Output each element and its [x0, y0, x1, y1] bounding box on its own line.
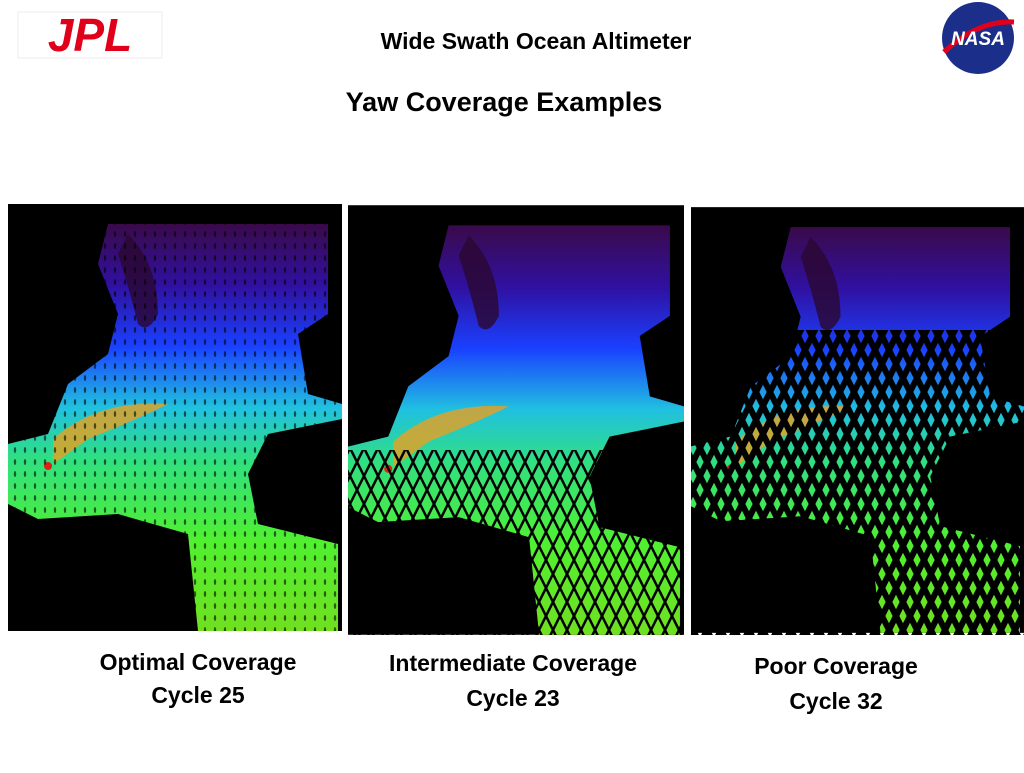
map-panel — [691, 207, 1024, 635]
nasa-logo: NASA — [942, 2, 1015, 74]
map-panel — [8, 204, 342, 631]
logo-text: JPL — [48, 9, 132, 61]
map-panel — [348, 205, 684, 635]
caption: Cycle 23 — [466, 685, 559, 711]
caption: Cycle 32 — [789, 688, 882, 714]
logo-text: NASA — [951, 29, 1005, 50]
caption: Intermediate Coverage — [389, 650, 637, 676]
caption: Cycle 25 — [151, 682, 245, 708]
jpl-logo: JPL — [17, 9, 163, 61]
caption: Optimal Coverage — [100, 649, 297, 675]
title: Wide Swath Ocean Altimeter — [381, 28, 692, 54]
subtitle: Yaw Coverage Examples — [346, 87, 663, 117]
caption: Poor Coverage — [754, 653, 918, 679]
